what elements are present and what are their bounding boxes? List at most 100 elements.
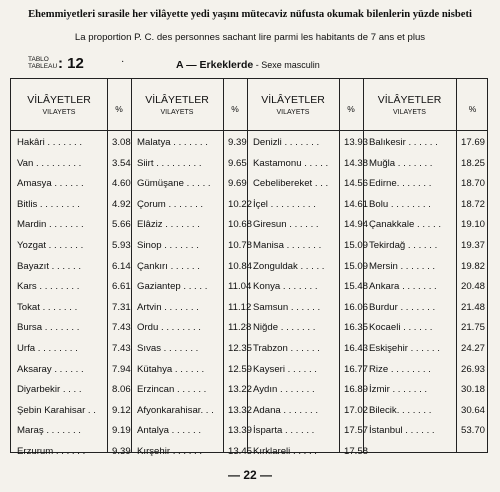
column-header-tr: VİLÂYETLER bbox=[261, 94, 325, 106]
section-label: A — Erkeklerde bbox=[176, 59, 254, 71]
vilayet-percent: 18.70 bbox=[461, 178, 486, 190]
vilayet-percent: 5.66 bbox=[112, 219, 131, 231]
vilayet-percent: 14.94 bbox=[344, 219, 369, 231]
vilayet-percent: 9.12 bbox=[112, 404, 131, 416]
vilayet-percent: 17.69 bbox=[461, 137, 486, 148]
vilayet-name: Niğde . . . . . . . bbox=[253, 322, 316, 334]
vilayet-name: Sinop . . . . . . . bbox=[137, 240, 199, 251]
vilayet-percent: 20.48 bbox=[461, 281, 486, 293]
vilayet-name: Samsun . . . . . . bbox=[253, 301, 321, 313]
column-header-fr: VILAYETS bbox=[160, 109, 194, 116]
vilayet-name: İstanbul . . . . . . bbox=[369, 425, 435, 437]
vilayet-percent: 17.58 bbox=[344, 446, 369, 457]
section-title: A — Erkeklerde - Sexe masculin bbox=[176, 59, 320, 71]
header-divider bbox=[11, 130, 487, 131]
vilayet-percent: 18.72 bbox=[461, 198, 486, 210]
vilayet-percent: 9.39 bbox=[112, 446, 131, 457]
column-divider bbox=[456, 79, 457, 452]
vilayet-name: Kırşehir . . . . . . bbox=[137, 446, 203, 457]
vilayet-percent: 12.35 bbox=[228, 343, 253, 354]
percent-header: % bbox=[231, 104, 239, 114]
vilayet-percent: 30.64 bbox=[461, 404, 486, 416]
vilayet-percent: 15.48 bbox=[344, 281, 369, 293]
vilayet-percent: 5.93 bbox=[112, 240, 131, 251]
percent-header: % bbox=[115, 104, 123, 114]
column-header: VİLÂYETLER VILAYETS bbox=[131, 94, 223, 116]
column-divider bbox=[247, 79, 248, 452]
percent-header: % bbox=[468, 104, 477, 114]
vilayet-name: Bolu . . . . . . . . bbox=[369, 198, 431, 210]
vilayet-name: Diyarbekir . . . . bbox=[17, 384, 82, 396]
vilayet-name: Bilecik. . . . . . . bbox=[369, 404, 432, 416]
vilayet-name: İsparta . . . . . . bbox=[253, 425, 315, 437]
tablo-label-fr: TABLEAU bbox=[28, 63, 58, 70]
vilayet-name: Edirne. . . . . . . bbox=[369, 178, 432, 190]
vilayet-name: Aydın . . . . . . . bbox=[253, 384, 315, 396]
column-header: VİLÂYETLER VILAYETS bbox=[11, 94, 107, 116]
vilayet-name: Amasya . . . . . . bbox=[17, 178, 84, 190]
vilayet-name: Antalya . . . . . . bbox=[137, 425, 201, 437]
vilayet-percent: 13.93 bbox=[344, 137, 369, 148]
percent-header: % bbox=[347, 104, 355, 114]
section-sub: - Sexe masculin bbox=[253, 60, 320, 70]
vilayet-percent: 10.84 bbox=[228, 260, 253, 272]
vilayet-percent: 17.02 bbox=[344, 404, 369, 416]
vilayet-name: Şebin Karahisar . . bbox=[17, 404, 96, 416]
vilayet-name: Bayazıt . . . . . . bbox=[17, 260, 81, 272]
vilayet-name: Tekirdağ . . . . . . bbox=[369, 240, 438, 251]
tablo-label: TABLO TABLEAU bbox=[28, 56, 57, 70]
vilayet-percent: 12.59 bbox=[228, 363, 253, 375]
vilayet-percent: 7.43 bbox=[112, 343, 131, 354]
vilayet-percent: 7.31 bbox=[112, 301, 131, 313]
vilayet-percent: 14.38 bbox=[344, 157, 369, 169]
vilayet-percent: 26.93 bbox=[461, 363, 486, 375]
vilayet-name: Muğla . . . . . . . bbox=[369, 157, 433, 169]
vilayet-name: İçel . . . . . . . . . bbox=[253, 198, 316, 210]
vilayet-name: Bitlis . . . . . . . . bbox=[17, 198, 80, 210]
vilayet-name: Balıkesir . . . . . . bbox=[369, 137, 438, 148]
vilayet-percent: 21.75 bbox=[461, 322, 486, 334]
vilayet-percent: 11.12 bbox=[228, 301, 252, 313]
vilayet-name: Mersin . . . . . . . bbox=[369, 260, 436, 272]
vilayet-percent: 3.08 bbox=[112, 137, 131, 148]
column-header: VİLÂYETLER VILAYETS bbox=[247, 94, 339, 116]
vilayet-percent: 19.10 bbox=[461, 219, 486, 231]
vilayet-name: Çorum . . . . . . . bbox=[137, 198, 204, 210]
data-table: VİLÂYETLER VILAYETS% Hakâri . . . . . . . 3… bbox=[10, 78, 488, 457]
column-header-fr: VILAYETS bbox=[42, 109, 76, 116]
vilayet-percent: 10.68 bbox=[228, 219, 253, 231]
vilayet-percent: 53.70 bbox=[461, 425, 486, 437]
vilayet-name: Adana . . . . . . . bbox=[253, 404, 319, 416]
vilayet-percent: 30.18 bbox=[461, 384, 486, 396]
column-header-tr: VİLÂYETLER bbox=[145, 94, 209, 106]
column-divider bbox=[363, 79, 364, 452]
vilayet-name: Denizli . . . . . . . bbox=[253, 137, 320, 148]
vilayet-percent: 10.78 bbox=[228, 240, 253, 251]
dot-mark: · bbox=[121, 57, 125, 68]
vilayet-percent: 6.14 bbox=[112, 260, 131, 272]
vilayet-percent: 14.56 bbox=[344, 178, 369, 190]
vilayet-name: Giresun . . . . . . bbox=[253, 219, 319, 231]
vilayet-percent: 11.04 bbox=[228, 281, 252, 293]
column-divider bbox=[339, 79, 340, 452]
vilayet-percent: 6.61 bbox=[112, 281, 131, 293]
vilayet-percent: 13.32 bbox=[228, 404, 253, 416]
vilayet-percent: 21.48 bbox=[461, 301, 486, 313]
vilayet-name: Cebelibereket . . . bbox=[253, 178, 329, 190]
vilayet-percent: 16.06 bbox=[344, 301, 369, 313]
vilayet-percent: 18.25 bbox=[461, 157, 486, 169]
vilayet-name: Elâziz . . . . . . . bbox=[137, 219, 200, 231]
vilayet-percent: 19.82 bbox=[461, 260, 486, 272]
vilayet-percent: 13.45 bbox=[228, 446, 253, 457]
column-divider bbox=[131, 79, 132, 452]
vilayet-percent: 9.19 bbox=[112, 425, 131, 437]
tablo-number: : 12 bbox=[58, 55, 84, 72]
vilayet-percent: 11.28 bbox=[228, 322, 252, 334]
column-header: VİLÂYETLER VILAYETS bbox=[363, 94, 456, 116]
column-header-fr: VILAYETS bbox=[393, 109, 426, 116]
vilayet-percent: 10.22 bbox=[228, 198, 253, 210]
vilayet-percent: 9.69 bbox=[228, 178, 247, 190]
vilayet-name: Bursa . . . . . . . bbox=[17, 322, 80, 334]
column-header-tr: VİLÂYETLER bbox=[377, 94, 442, 106]
vilayet-name: Gümüşane . . . . . bbox=[137, 178, 211, 190]
